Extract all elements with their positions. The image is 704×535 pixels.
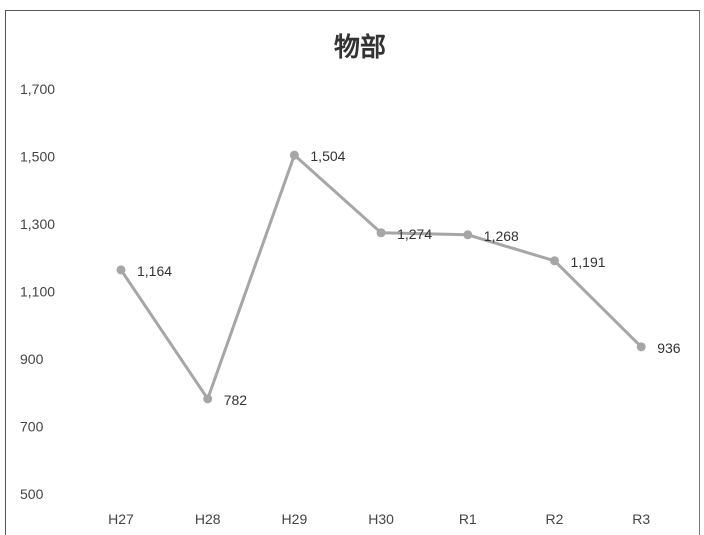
chart-title: 物部 bbox=[334, 33, 386, 63]
data-labels: 1,164 782 1,504 1,274 1,268 1,191 936 bbox=[137, 148, 681, 408]
x-tick-label: H30 bbox=[368, 511, 394, 527]
x-tick-label: H27 bbox=[108, 511, 134, 527]
y-tick-label: 1,100 bbox=[20, 284, 55, 300]
data-label: 1,268 bbox=[484, 228, 519, 244]
data-label: 936 bbox=[657, 340, 681, 356]
data-point-marker bbox=[116, 265, 126, 275]
y-tick-label: 900 bbox=[20, 351, 44, 367]
x-tick-label: R1 bbox=[459, 511, 477, 527]
data-point-marker bbox=[289, 150, 299, 160]
y-tick-label: 1,300 bbox=[20, 216, 55, 232]
y-tick-label: 500 bbox=[20, 486, 44, 502]
y-tick-label: 1,700 bbox=[20, 81, 55, 97]
y-tick-label: 1,500 bbox=[20, 149, 55, 165]
y-tick-label: 700 bbox=[20, 419, 44, 435]
data-label: 1,504 bbox=[310, 148, 345, 164]
series-markers bbox=[116, 150, 646, 404]
data-point-marker bbox=[203, 394, 213, 404]
data-point-marker bbox=[376, 228, 386, 238]
data-label: 1,274 bbox=[397, 226, 432, 242]
x-tick-label: R2 bbox=[546, 511, 564, 527]
data-point-marker bbox=[550, 256, 559, 266]
series-line bbox=[119, 153, 643, 401]
x-tick-label: H29 bbox=[282, 511, 308, 527]
x-tick-label: H28 bbox=[195, 511, 221, 527]
y-axis-tick-labels: 500 700 900 1,100 1,300 1,500 1,700 bbox=[20, 81, 55, 502]
data-label: 1,191 bbox=[571, 254, 606, 270]
data-label: 1,164 bbox=[137, 263, 172, 279]
x-axis-tick-labels: H27 H28 H29 H30 R1 R2 R3 bbox=[108, 511, 650, 527]
data-point-marker bbox=[463, 230, 473, 240]
series-line-group bbox=[119, 153, 643, 401]
data-label: 782 bbox=[224, 392, 248, 408]
data-point-marker bbox=[636, 342, 646, 352]
x-tick-label: R3 bbox=[632, 511, 650, 527]
